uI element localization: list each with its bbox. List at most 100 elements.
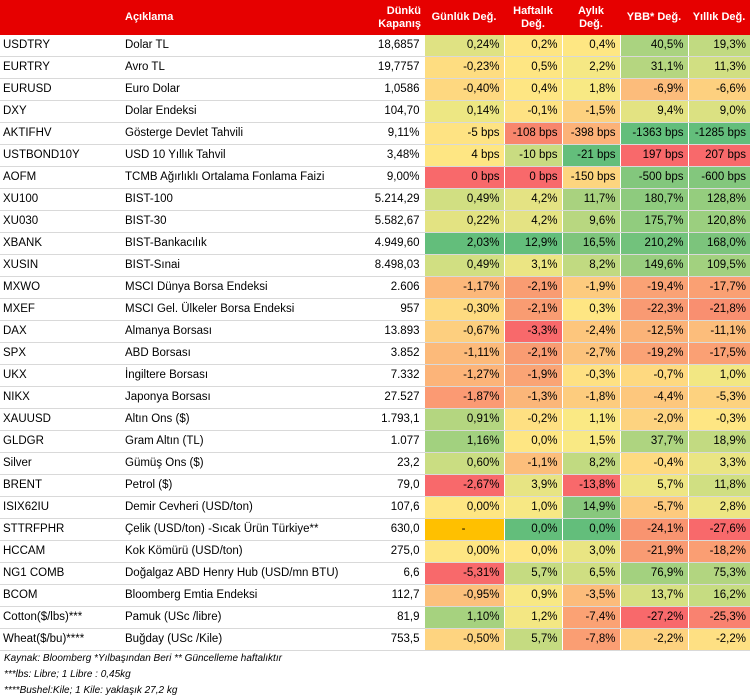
footnote-lbs: ***lbs: Libre; 1 Libre : 0,45kg [4, 669, 131, 680]
row-description: ABD Borsası [122, 342, 360, 365]
row-description: TCMB Ağırlıklı Ortalama Fonlama Faizi [122, 166, 360, 189]
row-daily-change: 2,03% [423, 232, 504, 255]
row-code: AOFM [0, 166, 122, 189]
row-ytd-change: -6,9% [619, 78, 688, 101]
row-yearly-change: 2,8% [687, 496, 750, 519]
row-close: 3,48% [360, 144, 424, 167]
table-row: DAX Almanya Borsası 13.893 -0,67% -3,3% -2,4%… [0, 320, 750, 343]
row-monthly-change: -7,4% [561, 606, 620, 629]
row-code: XAUUSD [0, 408, 122, 431]
row-ytd-change: 9,4% [619, 100, 688, 123]
row-description: MSCI Dünya Borsa Endeksi [122, 276, 360, 299]
row-yearly-change: -0,3% [687, 408, 750, 431]
table-row: Silver Gümüş Ons ($) 23,2 0,60% -1,1% 8,2% -0,… [0, 452, 750, 475]
row-daily-change: -5,31% [423, 562, 504, 585]
row-ytd-change: -21,9% [619, 540, 688, 563]
row-weekly-change: -2,1% [503, 342, 562, 365]
row-yearly-change: -17,7% [687, 276, 750, 299]
row-weekly-change: -0,1% [503, 100, 562, 123]
row-code: AKTIFHV [0, 122, 122, 145]
row-close: 79,0 [360, 474, 424, 497]
row-weekly-change: -1,1% [503, 452, 562, 475]
row-yearly-change: -21,8% [687, 298, 750, 321]
table-row: AKTIFHV Gösterge Devlet Tahvili 9,11% -5 bp… [0, 122, 750, 145]
row-daily-change: -2,67% [423, 474, 504, 497]
row-daily-change: 0,49% [423, 188, 504, 211]
row-daily-change: 0,49% [423, 254, 504, 277]
row-close: 275,0 [360, 540, 424, 563]
row-description: Kok Kömürü (USD/ton) [122, 540, 360, 563]
row-daily-change: 0,24% [423, 35, 504, 57]
row-code: GLDGR [0, 430, 122, 453]
row-ytd-change: 76,9% [619, 562, 688, 585]
row-description: Altın Ons ($) [122, 408, 360, 431]
row-monthly-change: -1,8% [561, 386, 620, 409]
row-weekly-change: 0,5% [503, 56, 562, 79]
row-close: 2.606 [360, 276, 424, 299]
table-row: Cotton($/lbs)*** Pamuk (USc /libre) 81,9 1,… [0, 606, 750, 629]
row-ytd-change: -500 bps [619, 166, 688, 189]
row-daily-change: 0,22% [423, 210, 504, 233]
row-close: 9,11% [360, 122, 424, 145]
row-description: Gram Altın (TL) [122, 430, 360, 453]
row-daily-change: 1,10% [423, 606, 504, 629]
row-description: BIST-30 [122, 210, 360, 233]
row-code: BRENT [0, 474, 122, 497]
row-code: EURTRY [0, 56, 122, 79]
table-row: HCCAM Kok Kömürü (USD/ton) 275,0 0,00% 0,0% 3… [0, 540, 750, 563]
row-weekly-change: 4,2% [503, 188, 562, 211]
row-daily-change: -0,50% [423, 628, 504, 651]
row-weekly-change: 1,0% [503, 496, 562, 519]
row-monthly-change: -1,9% [561, 276, 620, 299]
header-aciklama: Açıklama [122, 0, 360, 35]
row-monthly-change: -2,4% [561, 320, 620, 343]
row-daily-change: 0,00% [423, 496, 504, 519]
row-monthly-change: -398 bps [561, 122, 620, 145]
table-row: SPX ABD Borsası 3.852 -1,11% -2,1% -2,7% -19,2… [0, 342, 750, 365]
row-close: 5.582,67 [360, 210, 424, 233]
row-monthly-change: 6,5% [561, 562, 620, 585]
market-table: Açıklama Dünkü Kapanış Günlük Değ. Haftal… [0, 0, 750, 651]
row-ytd-change: -5,7% [619, 496, 688, 519]
table-row: XBANK BIST-Bankacılık 4.949,60 2,03% 12,9% 16… [0, 232, 750, 255]
row-weekly-change: -0,2% [503, 408, 562, 431]
row-monthly-change: -150 bps [561, 166, 620, 189]
row-ytd-change: -27,2% [619, 606, 688, 629]
row-weekly-change: 0 bps [503, 166, 562, 189]
row-description: BIST-100 [122, 188, 360, 211]
row-yearly-change: -6,6% [687, 78, 750, 101]
row-close: 112,7 [360, 584, 424, 607]
row-monthly-change: -1,5% [561, 100, 620, 123]
row-description: Doğalgaz ABD Henry Hub (USD/mn BTU) [122, 562, 360, 585]
row-ytd-change: -4,4% [619, 386, 688, 409]
row-weekly-change: 0,0% [503, 518, 562, 541]
row-yearly-change: 3,3% [687, 452, 750, 475]
footnote-source: Kaynak: Bloomberg *Yılbaşından Beri ** G… [4, 653, 282, 664]
row-monthly-change: 14,9% [561, 496, 620, 519]
table-row: BRENT Petrol ($) 79,0 -2,67% 3,9% -13,8% 5,7% 1… [0, 474, 750, 497]
header-haftalik-line1: Haftalık [513, 4, 553, 17]
table-row: XU030 BIST-30 5.582,67 0,22% 4,2% 9,6% 175,7% 1… [0, 210, 750, 233]
row-daily-change: 4 bps [423, 144, 504, 167]
row-yearly-change: 16,2% [687, 584, 750, 607]
table-row: UKX İngiltere Borsası 7.332 -1,27% -1,9% -0,3… [0, 364, 750, 387]
row-daily-change: -0,95% [423, 584, 504, 607]
row-yearly-change: -25,3% [687, 606, 750, 629]
header-haftalik: Haftalık Değ. [504, 0, 562, 35]
row-description: Dolar TL [122, 35, 360, 57]
row-close: 27.527 [360, 386, 424, 409]
table-row: DXY Dolar Endeksi 104,70 0,14% -0,1% -1,5% 9,4… [0, 100, 750, 123]
table-row: XU100 BIST-100 5.214,29 0,49% 4,2% 11,7% 180,7… [0, 188, 750, 211]
table-row: MXEF MSCI Gel. Ülkeler Borsa Endeksi 957 -0… [0, 298, 750, 321]
header-yillik: Yıllık Değ. [688, 0, 750, 35]
table-header: Açıklama Dünkü Kapanış Günlük Değ. Haftal… [0, 0, 750, 35]
header-kapanis-line2: Kapanış [378, 17, 421, 30]
table-row: MXWO MSCI Dünya Borsa Endeksi 2.606 -1,17% -… [0, 276, 750, 299]
row-code: XBANK [0, 232, 122, 255]
row-monthly-change: 1,8% [561, 78, 620, 101]
row-daily-change: -0,67% [423, 320, 504, 343]
row-daily-change: -1,87% [423, 386, 504, 409]
row-description: Pamuk (USc /libre) [122, 606, 360, 629]
row-yearly-change: -17,5% [687, 342, 750, 365]
table-row: EURUSD Euro Dolar 1,0586 -0,40% 0,4% 1,8% -6,9… [0, 78, 750, 101]
